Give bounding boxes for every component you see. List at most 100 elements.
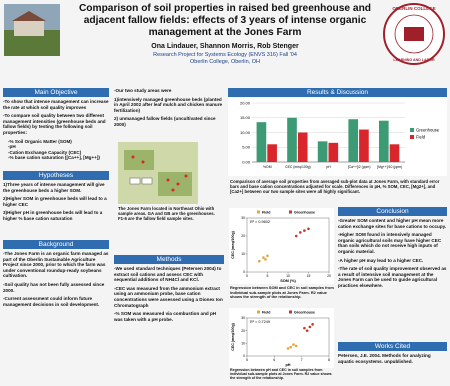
- text: -Cation Exchange Capacity (CEC): [8, 149, 82, 155]
- section: Results & Discussion: [228, 88, 447, 99]
- legend-label: Greenhouse: [294, 311, 315, 315]
- x-tick-label: [Mg++]/10 (ppm): [377, 165, 402, 169]
- bar: [297, 132, 308, 162]
- x-tick-label: 15: [307, 274, 311, 278]
- x-axis-label: SOM (%): [280, 279, 296, 283]
- logo-text: OBERLIN COLLEGE: [392, 6, 435, 11]
- plot-frame: [246, 217, 330, 273]
- text: -pH: [8, 144, 16, 150]
- text: -We used standard techniques (Petersen 2…: [114, 266, 222, 283]
- y-tick-label: 20.00: [240, 100, 251, 105]
- section: Conclusion -Greater SOM content and highe…: [338, 207, 447, 292]
- legend-swatch: [289, 310, 292, 314]
- y-tick-label: 10: [241, 252, 245, 256]
- text: 1)Three years of intense management will…: [3, 182, 105, 193]
- scatter-chart: 0 10 20 30 0 5 10 15 20 SOM (%) CEC (meq/100g) R² =…: [229, 208, 334, 284]
- x-tick-label: [Ca++]/2 (ppm): [348, 165, 371, 169]
- text: -To compare soil quality between two dif…: [3, 113, 106, 135]
- point: [262, 256, 265, 259]
- bar: [389, 144, 400, 162]
- bar: [256, 122, 267, 162]
- text: -A higher pH may lead to a higher CEC.: [338, 257, 424, 263]
- map-field: [124, 150, 154, 170]
- point: [303, 229, 306, 232]
- photo-roof: [12, 11, 46, 21]
- place: Oberlin College, Oberlin, OH: [189, 59, 260, 65]
- text: -The rate of soil quality improvement ob…: [338, 266, 447, 288]
- bar: [317, 141, 328, 162]
- point: [294, 344, 298, 348]
- x-tick-label: 8: [328, 358, 330, 362]
- text: -% Soil Organic Matter (SOM): [8, 138, 72, 144]
- text: Petersen, J.E. 2004. Methods for analyzi…: [338, 353, 431, 364]
- point: [266, 254, 269, 258]
- point: [308, 325, 312, 329]
- text: -Our two study areas were: [114, 88, 172, 93]
- y-tick-label: 10: [241, 342, 245, 346]
- x-tick-label: 6: [273, 358, 275, 362]
- text: 1)intensively managed greenhouse beds (p…: [114, 96, 223, 113]
- point: [311, 323, 314, 326]
- y-tick-label: 30: [241, 316, 245, 320]
- point: [289, 345, 293, 349]
- x-tick-label: 10: [286, 274, 290, 278]
- bar: [359, 129, 369, 162]
- plot-frame: [246, 317, 330, 357]
- y-tick-label: 10.00: [240, 130, 251, 135]
- map: [118, 142, 198, 204]
- section-header: Main Objective: [3, 88, 109, 97]
- x-tick-label: 0: [246, 274, 248, 278]
- section-header: Hypotheses: [3, 171, 109, 180]
- logo-emblem: [404, 27, 424, 41]
- x-tick-label: CEC (meq/100g): [285, 165, 310, 169]
- section: Works Cited Petersen, J.E. 2004. Methods …: [338, 342, 447, 367]
- x-tick-label: %OM: [263, 165, 272, 169]
- section-header: Results & Discussion: [228, 88, 447, 97]
- bar-chart: 0.00 5.00 10.00 15.00 20.00 %OM CEC (meq/100g)…: [228, 98, 447, 176]
- map-site: [166, 178, 170, 182]
- text: -To show that intense management can inc…: [3, 99, 109, 110]
- section: Main Objective -To show that intense mana…: [3, 88, 109, 161]
- point: [258, 259, 261, 263]
- section: -Our two study areas were 1)intensively m…: [114, 88, 224, 131]
- photo-house: [14, 20, 44, 36]
- logo-motto: LEARNING AND LABOR: [393, 58, 435, 62]
- y-tick-label: 0: [243, 270, 245, 274]
- point: [299, 231, 302, 234]
- scatter-chart: 0 10 20 30 5 6 7 8 pH CEC (meq/100g) R² = 0.7249 Fi…: [229, 308, 334, 368]
- section-header: Conclusion: [338, 207, 447, 216]
- logo-ring: [394, 14, 434, 54]
- bar: [328, 142, 339, 162]
- map-site: [171, 188, 175, 192]
- point: [294, 234, 298, 238]
- map-greenhouse: [129, 177, 141, 185]
- text: -Soil quality has not been fully assesse…: [3, 281, 105, 293]
- y-tick-label: 30: [241, 216, 245, 220]
- legend-swatch: [410, 128, 414, 132]
- map-greenhouse: [141, 177, 153, 185]
- title: Comparison of soil properties in raised …: [78, 3, 372, 39]
- map-site: [176, 182, 180, 186]
- x-tick-label: 5: [267, 274, 269, 278]
- legend-label: Field: [262, 211, 270, 215]
- point: [264, 258, 267, 261]
- x-axis-label: pH: [285, 363, 290, 367]
- point: [286, 347, 290, 350]
- legend-swatch: [289, 210, 292, 214]
- legend-swatch: [410, 135, 414, 139]
- map-site: [141, 160, 145, 164]
- text: -% base cation saturation ([Ca++], [Mg++…: [8, 155, 100, 161]
- y-tick-label: 5.00: [242, 145, 251, 150]
- text: 2)Higher SOM in greenhouse beds will lea…: [3, 196, 107, 207]
- point: [307, 227, 310, 231]
- section: Methods -We used standard techniques (Pet…: [114, 255, 224, 325]
- text: -Higher SOM found in intensively managed…: [338, 232, 442, 254]
- bar: [267, 144, 277, 162]
- text: 2) unmanaged fallow fields (uncultivated…: [114, 116, 216, 127]
- map-site: [184, 174, 188, 178]
- section-header: Works Cited: [338, 342, 447, 351]
- section-header: Background: [3, 240, 109, 249]
- y-axis-label: CEC (meq/100g): [231, 322, 235, 350]
- legend-label: Greenhouse: [294, 211, 315, 215]
